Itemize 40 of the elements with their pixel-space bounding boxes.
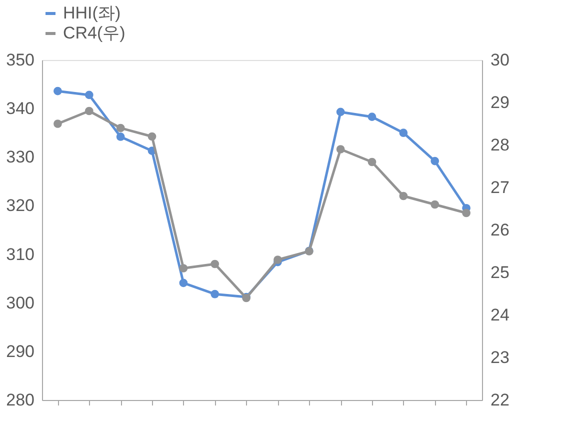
- point: [430, 156, 440, 166]
- point: [462, 208, 470, 218]
- y2-tick-label: 29: [490, 93, 510, 112]
- y-tick-label: 280: [6, 390, 34, 410]
- point: [179, 264, 188, 272]
- point: [210, 290, 220, 298]
- y2-tick-label: 22: [490, 390, 510, 410]
- y-tick-label: 310: [6, 244, 34, 264]
- point: [430, 200, 440, 209]
- point: [274, 256, 282, 264]
- point: [148, 132, 156, 141]
- point: [336, 145, 345, 154]
- y2-tick-label: 30: [490, 50, 510, 70]
- point: [54, 120, 62, 128]
- y-tick-label: 320: [6, 196, 34, 216]
- point: [399, 128, 408, 138]
- point: [399, 192, 408, 200]
- y-tick-label: 330: [6, 148, 34, 167]
- y2-tick-label: 25: [490, 263, 510, 282]
- y2-tick-label: 28: [490, 136, 510, 154]
- point: [368, 112, 376, 122]
- point: [84, 106, 94, 116]
- point: [179, 278, 188, 288]
- point: [368, 158, 376, 166]
- point: [336, 108, 345, 116]
- y-tick-label: 350: [6, 50, 34, 70]
- point: [84, 90, 94, 100]
- point: [210, 260, 220, 268]
- y2-tick-label: 23: [490, 348, 510, 367]
- y2-tick-label: 26: [490, 220, 510, 240]
- y2-tick-label: 27: [490, 178, 510, 197]
- point: [54, 86, 62, 96]
- legend-label: CR4(우): [63, 24, 126, 42]
- point: [116, 132, 125, 141]
- y2-tick-label: 24: [490, 306, 510, 324]
- y-tick-label: 340: [6, 99, 34, 118]
- legend-label: HHI(좌): [63, 4, 121, 22]
- y-tick-label: 290: [6, 342, 34, 361]
- y-tick-label: 300: [6, 293, 34, 312]
- point: [116, 124, 125, 132]
